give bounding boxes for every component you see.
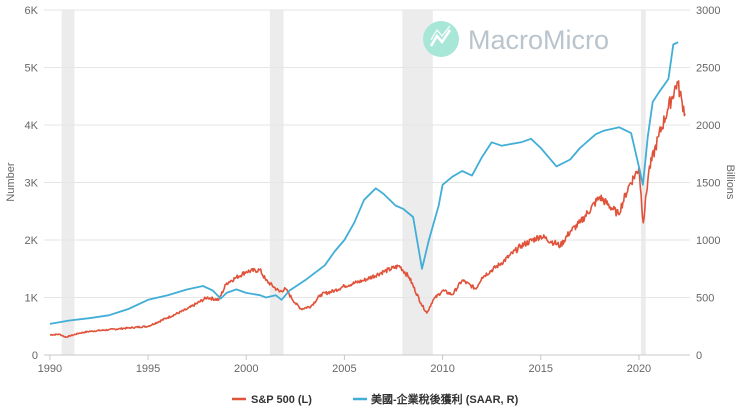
y-axis-right-title: Billions [724, 165, 736, 200]
y-left-tick-label: 3K [25, 178, 39, 190]
series-line-corporate-profits [49, 41, 679, 325]
y-left-tick-label: 5K [25, 63, 39, 75]
x-tick-label: 1995 [136, 363, 160, 375]
series-lines [49, 41, 686, 338]
watermark-brand: MacroMicro [468, 25, 609, 55]
legend[interactable]: S&P 500 (L) 美國-企業稅後獲利 (SAAR, R) [232, 392, 519, 406]
y-axis-right: 0 500 1000 1500 2000 2500 3000 [696, 5, 720, 362]
y-left-tick-label: 0 [32, 350, 38, 362]
y-right-tick-label: 3000 [696, 5, 720, 17]
x-tick-label: 2000 [234, 363, 258, 375]
y-right-tick-label: 500 [696, 293, 714, 305]
y-right-tick-label: 1500 [696, 178, 720, 190]
gridlines [44, 9, 690, 356]
legend-label-corporate-profits: 美國-企業稅後獲利 (SAAR, R) [371, 392, 519, 406]
legend-item-corporate-profits[interactable]: 美國-企業稅後獲利 (SAAR, R) [353, 392, 519, 406]
y-right-tick-label: 0 [696, 350, 702, 362]
x-tick-label: 2015 [529, 363, 553, 375]
watermark: MacroMicro [423, 21, 609, 57]
legend-item-sp500[interactable]: S&P 500 (L) [232, 394, 312, 406]
x-tick-label: 2010 [430, 363, 454, 375]
x-tick-label: 2020 [627, 363, 651, 375]
y-left-tick-label: 4K [25, 120, 39, 132]
x-tick-label: 1990 [38, 363, 62, 375]
x-tick-label: 2005 [332, 363, 356, 375]
legend-label-sp500: S&P 500 (L) [251, 394, 312, 406]
y-right-tick-label: 1000 [696, 235, 720, 247]
y-axis-left-title: Number [5, 162, 17, 201]
y-left-tick-label: 1K [25, 293, 39, 305]
y-right-tick-label: 2000 [696, 120, 720, 132]
y-axis-left: 0 1K 2K 3K 4K 5K 6K [25, 5, 39, 362]
macromicro-logo-icon [423, 21, 459, 57]
y-left-tick-label: 6K [25, 5, 39, 17]
y-left-tick-label: 2K [25, 235, 39, 247]
x-axis: 1990 1995 2000 2005 2010 2015 2020 [38, 355, 651, 375]
y-right-tick-label: 2500 [696, 63, 720, 75]
series-line-sp500 [49, 80, 686, 338]
